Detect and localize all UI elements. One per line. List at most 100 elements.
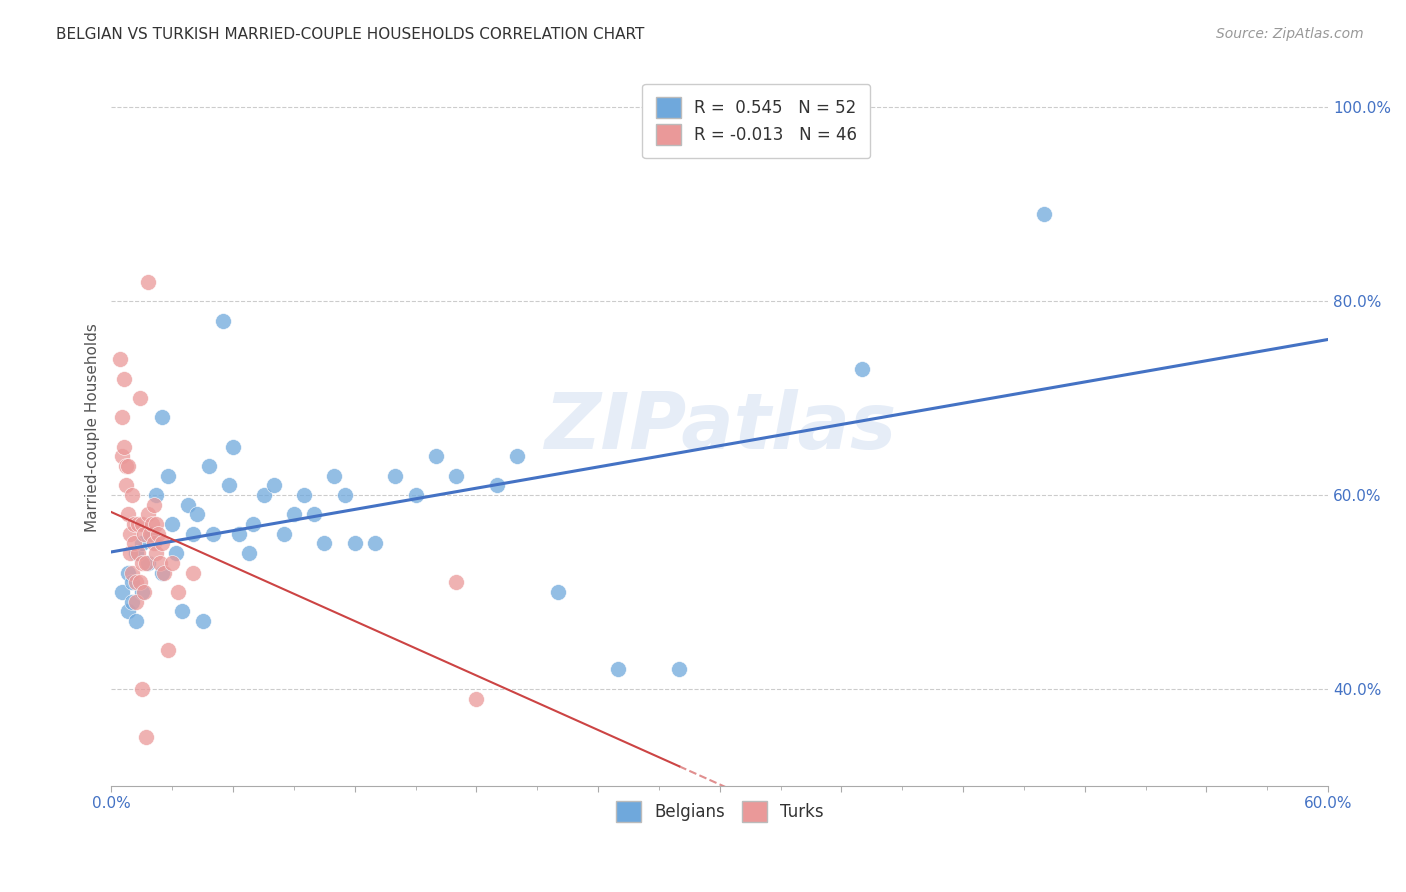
Point: [125, 575, 148, 590]
Point: [110, 410, 132, 425]
Point: [141, 517, 163, 532]
Point: [128, 391, 150, 405]
Point: [197, 458, 219, 473]
Point: [167, 585, 190, 599]
Point: [131, 536, 153, 550]
Point: [143, 498, 166, 512]
Point: [222, 440, 245, 454]
Point: [485, 478, 508, 492]
Point: [323, 468, 346, 483]
Point: [131, 681, 153, 696]
Point: [118, 546, 141, 560]
Point: [131, 585, 153, 599]
Point: [314, 536, 336, 550]
Point: [201, 526, 224, 541]
Point: [121, 575, 143, 590]
Point: [150, 566, 173, 580]
Point: [444, 575, 467, 590]
Point: [122, 536, 145, 550]
Point: [851, 362, 873, 376]
Point: [135, 556, 157, 570]
Point: [128, 575, 150, 590]
Point: [136, 556, 159, 570]
Point: [218, 478, 240, 492]
Point: [136, 508, 159, 522]
Point: [506, 449, 529, 463]
Point: [302, 508, 325, 522]
Point: [162, 517, 184, 532]
Point: [135, 731, 157, 745]
Point: [132, 526, 155, 541]
Point: [117, 508, 139, 522]
Point: [112, 440, 135, 454]
Point: [186, 508, 208, 522]
Point: [145, 517, 167, 532]
Point: [108, 352, 131, 367]
Point: [141, 526, 163, 541]
Point: [181, 526, 204, 541]
Point: [112, 372, 135, 386]
Point: [165, 546, 187, 560]
Point: [118, 526, 141, 541]
Point: [177, 498, 200, 512]
Point: [125, 614, 148, 628]
Point: [191, 614, 214, 628]
Point: [668, 663, 690, 677]
Point: [172, 604, 194, 618]
Point: [384, 468, 406, 483]
Point: [252, 488, 274, 502]
Point: [364, 536, 387, 550]
Point: [131, 556, 153, 570]
Point: [1033, 207, 1056, 221]
Point: [127, 517, 149, 532]
Point: [153, 566, 176, 580]
Point: [125, 594, 148, 608]
Text: Source: ZipAtlas.com: Source: ZipAtlas.com: [1216, 27, 1364, 41]
Point: [607, 663, 630, 677]
Point: [238, 546, 260, 560]
Point: [425, 449, 447, 463]
Point: [444, 468, 467, 483]
Point: [212, 313, 235, 327]
Point: [283, 508, 305, 522]
Point: [181, 566, 204, 580]
Point: [150, 410, 173, 425]
Point: [139, 526, 162, 541]
Point: [121, 488, 143, 502]
Point: [242, 517, 264, 532]
Point: [121, 566, 143, 580]
Text: ZIPatlas: ZIPatlas: [544, 389, 896, 465]
Point: [465, 691, 488, 706]
Point: [117, 566, 139, 580]
Y-axis label: Married-couple Households: Married-couple Households: [86, 323, 100, 532]
Legend: Belgians, Turks: Belgians, Turks: [603, 788, 837, 835]
Point: [132, 585, 155, 599]
Point: [157, 643, 180, 657]
Point: [405, 488, 427, 502]
Point: [333, 488, 356, 502]
Point: [343, 536, 366, 550]
Point: [131, 517, 153, 532]
Point: [263, 478, 285, 492]
Point: [110, 585, 132, 599]
Point: [121, 594, 143, 608]
Point: [149, 556, 172, 570]
Point: [145, 546, 167, 560]
Point: [143, 536, 166, 550]
Point: [110, 449, 132, 463]
Point: [117, 604, 139, 618]
Point: [292, 488, 315, 502]
Point: [228, 526, 250, 541]
Point: [157, 468, 180, 483]
Point: [273, 526, 295, 541]
Point: [114, 458, 136, 473]
Point: [547, 585, 569, 599]
Point: [117, 458, 139, 473]
Point: [114, 478, 136, 492]
Point: [162, 556, 184, 570]
Point: [127, 546, 149, 560]
Point: [145, 488, 167, 502]
Point: [136, 275, 159, 289]
Point: [150, 536, 173, 550]
Point: [122, 517, 145, 532]
